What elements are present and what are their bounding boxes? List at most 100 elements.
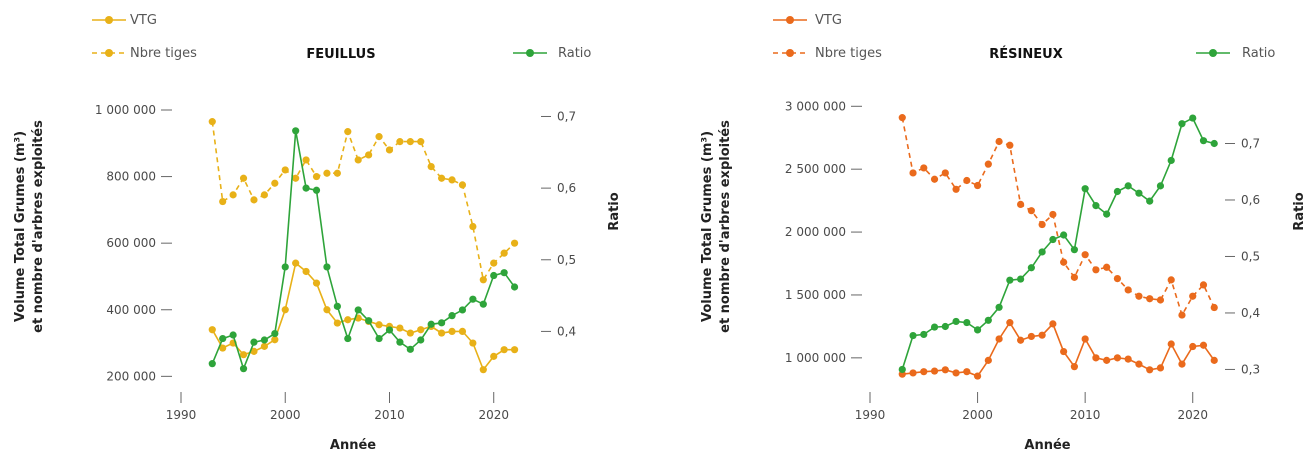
data-point-2 (250, 338, 258, 346)
data-point-1 (417, 138, 425, 146)
data-point-2 (1027, 264, 1035, 272)
data-point-0 (963, 368, 971, 376)
data-point-0 (323, 306, 331, 314)
data-point-1 (1017, 200, 1025, 208)
data-point-2 (292, 127, 300, 135)
data-point-2 (417, 336, 425, 344)
legend-label: Nbre tiges (130, 46, 197, 61)
legend-label: Nbre tiges (815, 46, 882, 61)
y2-tick-label: 0,3 (1241, 362, 1260, 376)
chart-resineux: RÉSINEUX 1 000 000 1 500 000 2 000 000 2 500… (700, 13, 1307, 453)
data-point-1 (984, 160, 992, 168)
data-point-0 (1038, 331, 1046, 339)
data-point-1 (469, 222, 477, 231)
data-point-0 (500, 346, 508, 354)
data-point-2 (323, 263, 331, 271)
data-point-2 (302, 184, 310, 192)
data-point-1 (1156, 296, 1165, 304)
data-point-1 (500, 249, 508, 257)
legend-swatch-marker (105, 16, 113, 24)
data-point-0 (1156, 364, 1165, 372)
y-tick-label: 1 500 000 (785, 288, 846, 302)
data-point-2 (281, 263, 289, 271)
data-point-2 (1199, 137, 1208, 145)
data-point-2 (1060, 231, 1068, 239)
data-point-1 (448, 176, 456, 184)
data-point-2 (1135, 189, 1143, 197)
data-point-1 (1006, 141, 1014, 149)
data-point-1 (396, 138, 404, 146)
data-point-2 (396, 338, 404, 346)
data-point-2 (1049, 235, 1057, 244)
data-point-2 (1081, 185, 1089, 193)
data-point-2 (448, 312, 456, 320)
data-point-0 (995, 335, 1003, 343)
data-point-1 (1178, 311, 1186, 319)
legend-swatch-marker (526, 49, 534, 57)
y2-axis-title: Ratio (607, 192, 622, 230)
data-point-0 (396, 324, 404, 332)
data-point-1 (1135, 292, 1143, 300)
data-point-0 (448, 327, 456, 335)
data-point-0 (930, 367, 939, 375)
data-point-2 (1038, 248, 1046, 256)
data-point-0 (438, 329, 446, 337)
data-point-0 (1060, 347, 1068, 356)
data-point-1 (1146, 295, 1154, 303)
y2-axis-title: Ratio (1292, 192, 1307, 230)
data-point-2 (1156, 182, 1165, 190)
data-point-2 (1017, 275, 1025, 283)
data-point-0 (281, 306, 289, 314)
data-point-1 (271, 179, 279, 187)
data-point-2 (500, 269, 508, 277)
data-point-2 (333, 302, 341, 310)
data-point-2 (1113, 187, 1122, 196)
y2-tick-label: 0,6 (557, 181, 576, 195)
data-point-2 (458, 306, 467, 314)
data-point-0 (984, 356, 992, 364)
data-point-0 (239, 351, 248, 359)
data-point-2 (427, 320, 435, 328)
data-point-0 (1103, 356, 1111, 364)
y-tick-label: 1 000 000 (95, 103, 156, 117)
data-point-0 (302, 267, 310, 276)
x-axis-title: Année (1024, 438, 1070, 453)
data-point-1 (963, 176, 971, 185)
data-point-1 (354, 156, 362, 164)
series-line-2 (211, 130, 516, 372)
x-tick-label: 1990 (855, 408, 886, 422)
y2-tick-label: 0,5 (1241, 249, 1260, 263)
data-point-0 (219, 344, 227, 352)
data-point-2 (219, 334, 227, 343)
data-point-1 (1060, 258, 1068, 266)
series-line-1 (211, 121, 516, 282)
data-point-2 (312, 186, 321, 194)
chart-title: RÉSINEUX (989, 46, 1062, 62)
data-point-1 (375, 133, 383, 141)
data-point-0 (1081, 335, 1089, 343)
data-point-2 (1006, 276, 1014, 284)
data-point-1 (344, 128, 352, 136)
data-point-1 (930, 175, 939, 183)
data-point-1 (438, 174, 446, 182)
data-point-0 (250, 347, 258, 355)
data-point-0 (1049, 320, 1057, 328)
data-point-0 (1017, 336, 1025, 344)
data-point-0 (952, 369, 960, 377)
data-point-2 (909, 331, 917, 340)
data-point-0 (941, 366, 949, 374)
data-point-1 (920, 164, 928, 172)
x-tick-label: 2010 (1070, 408, 1101, 422)
data-point-0 (1092, 354, 1100, 362)
y-tick-label: 3 000 000 (785, 99, 846, 113)
data-point-2 (963, 318, 971, 327)
y-axis-title-line2: et nombre d'arbres exploités (31, 120, 46, 333)
data-point-1 (406, 138, 414, 146)
data-point-1 (281, 166, 289, 174)
data-point-1 (909, 169, 917, 177)
data-point-1 (1070, 273, 1078, 281)
data-point-2 (1178, 120, 1186, 128)
data-point-2 (271, 329, 279, 338)
data-point-1 (1038, 220, 1046, 229)
